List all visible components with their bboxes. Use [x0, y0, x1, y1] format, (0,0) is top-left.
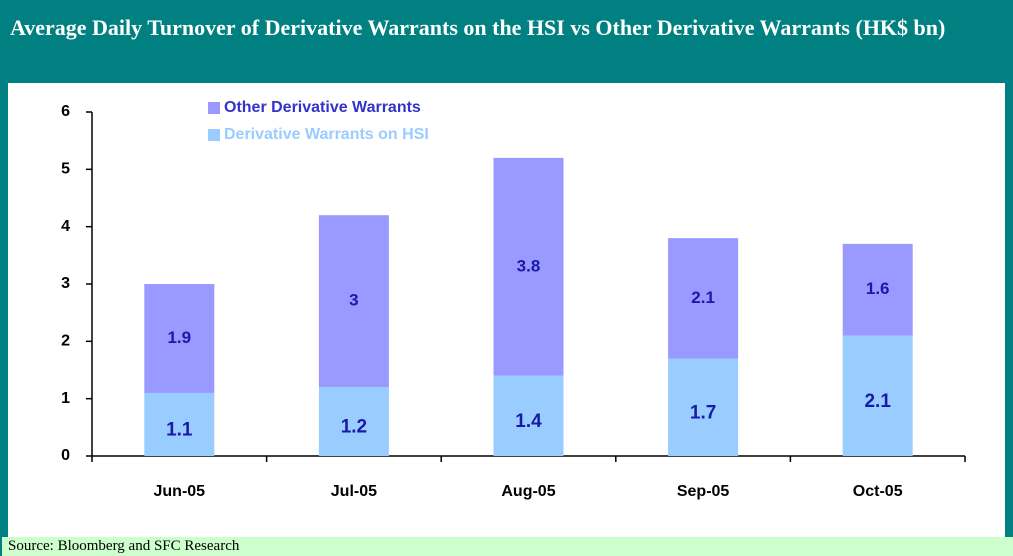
bar-segment: [318, 215, 389, 388]
x-tick-label: Sep-05: [677, 483, 730, 500]
data-label: 3.8: [517, 256, 541, 275]
legend-swatch: [208, 102, 220, 114]
legend-label: Derivative Warrants on HSI: [224, 126, 429, 143]
y-tick-label: 3: [61, 275, 70, 292]
chart: 0 1 2 3 4 5 6 Jun-05 1.1 1.9 Jul-05 1.2 3 Aug-05 1.4 3.…: [61, 99, 966, 500]
data-label: 1.1: [166, 419, 193, 440]
bar-segment: [318, 387, 389, 456]
source-note: Source: Bloomberg and SFC Research: [0, 537, 1013, 556]
x-tick-label: Jun-05: [154, 483, 206, 500]
data-label: 1.9: [167, 328, 191, 347]
y-tick-label: 1: [61, 390, 70, 407]
legend-swatch: [208, 129, 220, 141]
bar-segment: [668, 358, 739, 456]
data-label: 1.4: [515, 411, 542, 432]
x-tick-label: Aug-05: [501, 483, 555, 500]
bar-segment: [842, 335, 913, 456]
plot-area: 0 1 2 3 4 5 6 Jun-05 1.1 1.9 Jul-05 1.2 3 Aug-05 1.4 3.…: [8, 83, 1005, 537]
data-label: 1.2: [341, 417, 367, 438]
chart-title: Average Daily Turnover of Derivative War…: [10, 15, 946, 40]
data-label: 2.1: [864, 391, 891, 412]
data-label: 1.6: [866, 279, 890, 298]
x-tick-label: Jul-05: [331, 483, 377, 500]
y-tick-label: 4: [61, 218, 70, 235]
bar-segment: [842, 243, 913, 336]
y-tick-label: 5: [61, 161, 70, 178]
x-tick-label: Oct-05: [853, 483, 903, 500]
bar-segment: [493, 157, 564, 376]
bar-segment: [493, 375, 564, 456]
y-tick-label: 0: [61, 447, 70, 464]
data-label: 1.7: [690, 402, 716, 423]
data-label: 2.1: [691, 288, 715, 307]
data-label: 3: [349, 291, 358, 310]
legend-label: Other Derivative Warrants: [224, 99, 421, 116]
bar-segment: [668, 238, 739, 359]
y-tick-label: 6: [61, 103, 70, 120]
y-tick-label: 2: [61, 333, 70, 350]
bar-segment: [144, 284, 215, 393]
bar-segment: [144, 392, 215, 456]
